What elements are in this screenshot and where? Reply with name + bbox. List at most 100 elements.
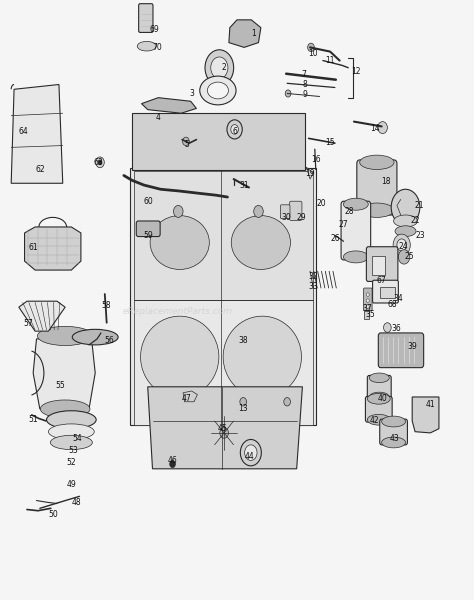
Polygon shape [19, 301, 65, 331]
Text: 9: 9 [302, 90, 307, 99]
Bar [365, 311, 369, 319]
Circle shape [205, 50, 234, 86]
Circle shape [285, 90, 291, 97]
Text: 57: 57 [24, 319, 33, 328]
Circle shape [220, 428, 228, 438]
Ellipse shape [223, 316, 301, 398]
Circle shape [240, 439, 261, 466]
Text: 62: 62 [35, 165, 45, 174]
Text: 12: 12 [352, 67, 361, 76]
Ellipse shape [50, 435, 92, 449]
Text: 4: 4 [156, 113, 161, 122]
Text: 64: 64 [19, 127, 28, 136]
Ellipse shape [382, 437, 406, 448]
Ellipse shape [150, 215, 210, 269]
Ellipse shape [360, 203, 394, 217]
Circle shape [391, 189, 420, 225]
FancyBboxPatch shape [380, 419, 408, 445]
Circle shape [173, 205, 183, 217]
Text: 47: 47 [182, 394, 192, 403]
Text: 2: 2 [222, 63, 227, 72]
Text: 70: 70 [153, 43, 162, 52]
Circle shape [397, 239, 407, 251]
Text: 61: 61 [28, 243, 38, 252]
Text: 56: 56 [105, 336, 114, 345]
Text: 16: 16 [311, 155, 320, 164]
Text: 8: 8 [302, 80, 307, 89]
Text: 13: 13 [238, 404, 248, 413]
Text: 11: 11 [325, 56, 335, 65]
Text: 48: 48 [71, 498, 81, 507]
FancyBboxPatch shape [357, 160, 397, 215]
Bar [380, 287, 394, 298]
Text: 21: 21 [415, 201, 424, 210]
Text: 58: 58 [101, 301, 110, 310]
Circle shape [182, 137, 189, 146]
Text: 34: 34 [393, 295, 403, 304]
Circle shape [170, 460, 175, 467]
Text: 51: 51 [28, 415, 38, 424]
Text: 7: 7 [301, 70, 306, 79]
Circle shape [231, 125, 238, 134]
Text: 32: 32 [308, 272, 318, 281]
Text: 31: 31 [239, 181, 249, 190]
Text: 49: 49 [66, 480, 76, 489]
Ellipse shape [208, 82, 228, 99]
Polygon shape [129, 169, 316, 425]
Text: 24: 24 [398, 242, 408, 251]
FancyBboxPatch shape [290, 201, 302, 220]
Circle shape [240, 398, 246, 406]
Ellipse shape [40, 400, 90, 418]
Text: 19: 19 [305, 169, 315, 178]
Polygon shape [33, 337, 95, 409]
Ellipse shape [369, 373, 389, 383]
Circle shape [37, 165, 45, 174]
Text: 55: 55 [55, 380, 65, 389]
Circle shape [378, 122, 387, 134]
Text: 60: 60 [144, 197, 154, 206]
Text: 54: 54 [72, 434, 82, 443]
Text: 69: 69 [149, 25, 159, 34]
Text: 3: 3 [189, 89, 194, 98]
Polygon shape [412, 397, 439, 433]
Ellipse shape [46, 411, 96, 429]
Text: 59: 59 [144, 231, 154, 240]
Text: 50: 50 [48, 510, 58, 519]
Circle shape [366, 305, 369, 308]
Ellipse shape [344, 198, 368, 210]
Text: 33: 33 [308, 282, 318, 291]
Circle shape [245, 445, 257, 460]
Circle shape [284, 398, 291, 406]
Polygon shape [306, 167, 313, 179]
Ellipse shape [200, 76, 236, 105]
Ellipse shape [369, 392, 389, 402]
Text: 10: 10 [309, 49, 318, 58]
Ellipse shape [367, 415, 390, 425]
Bar [372, 256, 385, 275]
Circle shape [398, 250, 410, 264]
Text: 6: 6 [232, 127, 237, 136]
Text: 20: 20 [317, 199, 326, 208]
Ellipse shape [231, 215, 291, 269]
Text: 27: 27 [338, 220, 348, 229]
Circle shape [366, 293, 369, 296]
Text: 39: 39 [407, 342, 417, 351]
FancyBboxPatch shape [373, 280, 398, 303]
Text: 40: 40 [378, 394, 387, 403]
Text: 43: 43 [390, 434, 400, 443]
Text: 44: 44 [245, 452, 255, 461]
Circle shape [383, 323, 391, 332]
Text: 37: 37 [363, 304, 372, 313]
Text: 26: 26 [330, 235, 340, 244]
Circle shape [96, 157, 104, 168]
Circle shape [98, 160, 102, 165]
Polygon shape [134, 170, 313, 300]
Ellipse shape [141, 316, 219, 398]
Ellipse shape [137, 41, 156, 51]
Ellipse shape [367, 394, 390, 404]
Text: 63: 63 [94, 158, 103, 167]
Ellipse shape [360, 155, 394, 170]
Polygon shape [142, 98, 196, 113]
Ellipse shape [393, 215, 418, 227]
FancyBboxPatch shape [365, 397, 392, 422]
